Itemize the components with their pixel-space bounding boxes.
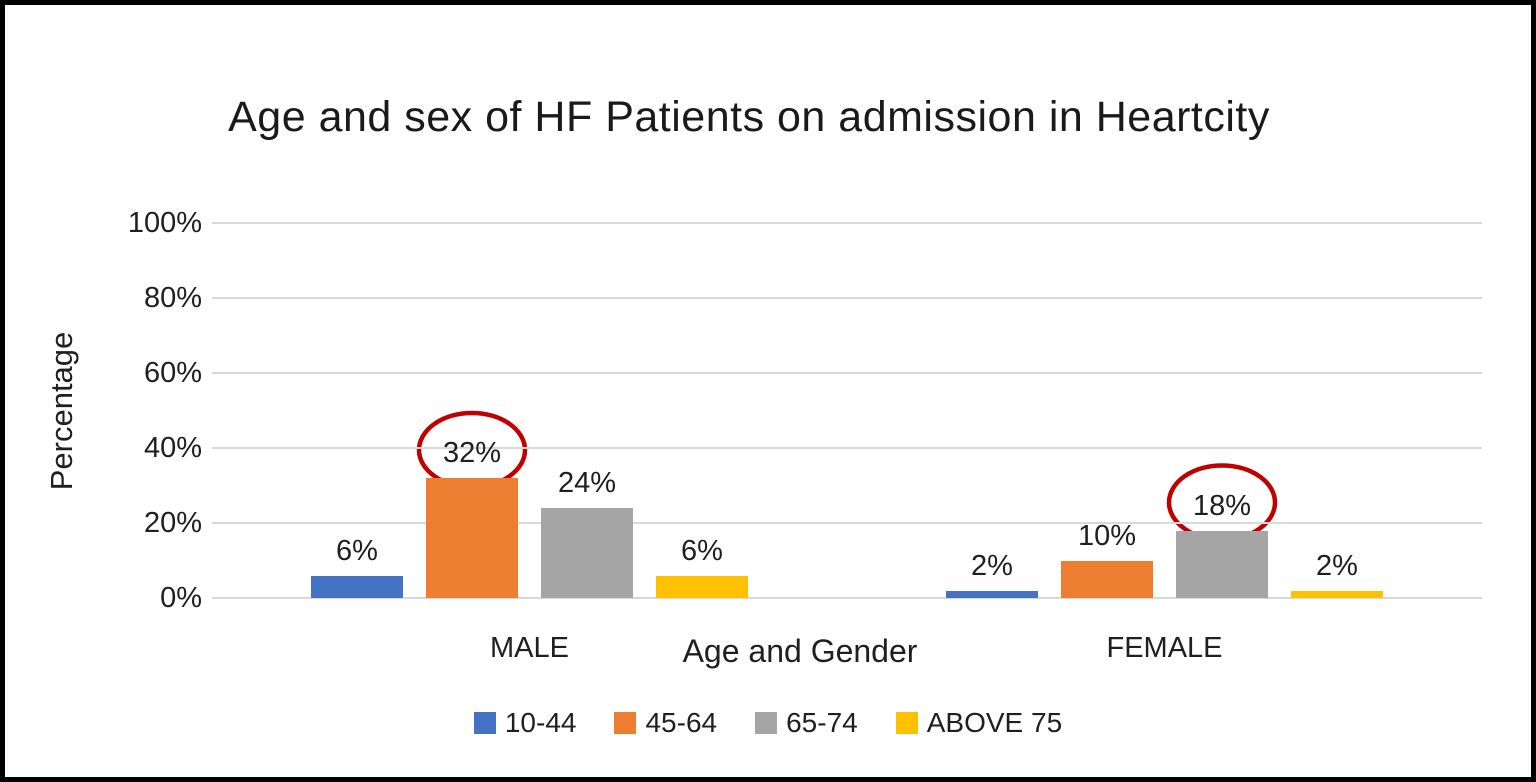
data-label-male-above-75: 6% — [681, 534, 723, 567]
bar-female-45-64 — [1061, 560, 1153, 598]
gridline-20% — [212, 522, 1482, 524]
data-label-female-45-64: 10% — [1077, 519, 1137, 552]
category-label-male: MALE — [490, 632, 569, 664]
chart-title: Age and sex of HF Patients on admission … — [228, 93, 1270, 141]
y-tick-20%: 20% — [143, 507, 202, 539]
legend-item-45-64: 45-64 — [614, 707, 717, 739]
gridline-40% — [212, 447, 1482, 449]
y-axis-title: Percentage — [44, 331, 79, 491]
legend-label-45-64: 45-64 — [645, 707, 718, 738]
data-label-female-10-44: 2% — [971, 549, 1013, 582]
gridline-0% — [212, 597, 1482, 599]
gridline-100% — [212, 222, 1482, 224]
data-label-female-65-74: 18% — [1192, 489, 1252, 522]
data-label-male-65-74: 24% — [557, 467, 617, 499]
y-tick-80%: 80% — [143, 282, 202, 314]
gridline-60% — [212, 372, 1482, 374]
bar-male-10-44 — [311, 575, 403, 598]
legend: 10-44 45-64 65-74 ABOVE 75 — [5, 707, 1531, 739]
category-label-female: FEMALE — [1106, 632, 1223, 664]
data-label-female-above-75: 2% — [1316, 549, 1358, 582]
legend-swatch-10-44 — [473, 712, 496, 734]
bar-male-65-74 — [541, 508, 633, 598]
data-label-male-10-44: 6% — [336, 534, 378, 567]
bar-male-above-75 — [656, 575, 748, 598]
legend-label-65-74: 65-74 — [786, 707, 858, 738]
legend-item-above-75: ABOVE 75 — [895, 707, 1063, 739]
y-tick-0%: 0% — [160, 582, 202, 614]
legend-item-10-44: 10-44 — [473, 707, 577, 739]
legend-item-65-74: 65-74 — [755, 707, 858, 739]
y-tick-40%: 40% — [143, 432, 202, 464]
data-label-male-45-64: 32% — [442, 437, 502, 469]
gridline-80% — [212, 297, 1482, 299]
y-tick-60%: 60% — [143, 357, 202, 389]
legend-swatch-45-64 — [614, 712, 637, 734]
bar-male-45-64 — [426, 478, 518, 598]
legend-swatch-65-74 — [755, 712, 778, 734]
x-axis-title: Age and Gender — [682, 633, 918, 669]
legend-swatch-above-75 — [895, 712, 918, 734]
bar-female-65-74 — [1176, 530, 1268, 598]
bar-female-above-75 — [1291, 590, 1383, 598]
bar-female-10-44 — [946, 590, 1038, 598]
y-tick-100%: 100% — [127, 207, 202, 239]
legend-label-10-44: 10-44 — [504, 707, 577, 738]
legend-label-above-75: ABOVE 75 — [926, 707, 1063, 738]
